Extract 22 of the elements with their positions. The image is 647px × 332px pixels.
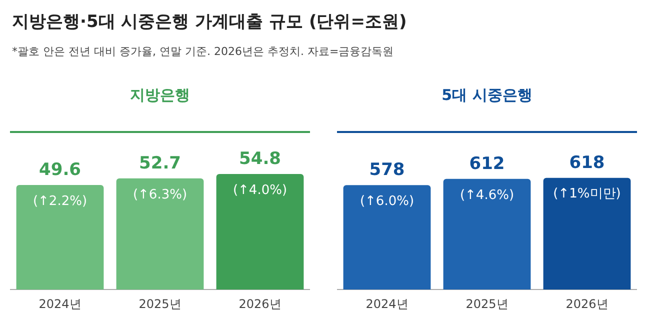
text: *괄호 안은 전년 대비 증가율, 연말 기준. 2026년은 추정치. 자료=금융감독원 (12, 44, 395, 59)
data-label: 52.7 (139, 153, 181, 174)
chart-subtitle: 지방은행 (10, 86, 310, 133)
chart-subtitle: 5대 시중은행 (337, 86, 637, 133)
chart-title: 지방은행·5대 시중은행 가계대출 규모 (단위=조원) (12, 11, 408, 33)
x-tick-label: 2025년 (138, 296, 182, 311)
x-tick-label: 2024년 (366, 296, 408, 311)
annotation: (↑4.0%) (232, 182, 288, 198)
data-label: 578 (369, 160, 405, 180)
data-label: 54.8 (239, 148, 281, 169)
data-label: 612 (469, 154, 505, 174)
x-tick-label: 2026년 (238, 296, 282, 311)
x-tick-label: 2026년 (566, 296, 608, 311)
annotation: (↑6.3%) (132, 187, 188, 202)
x-tick-label: 2025년 (466, 296, 508, 311)
annotation: (↑1%미만) (553, 186, 621, 202)
annotation: (↑2.2%) (32, 194, 88, 209)
data-label: 49.6 (39, 160, 81, 180)
annotation: (↑4.6%) (460, 188, 514, 203)
data-label: 618 (569, 152, 605, 173)
annotation: (↑6.0%) (360, 194, 414, 209)
x-tick-label: 2024년 (38, 296, 82, 311)
